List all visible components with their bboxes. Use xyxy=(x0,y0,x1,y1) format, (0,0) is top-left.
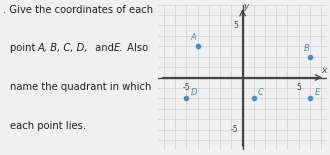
Text: name the quadrant in which: name the quadrant in which xyxy=(10,82,151,92)
Text: E.: E. xyxy=(114,43,123,53)
Text: E: E xyxy=(314,88,320,97)
Text: A: A xyxy=(191,33,197,42)
Text: and: and xyxy=(92,43,117,53)
Text: D: D xyxy=(191,88,197,97)
Text: -5: -5 xyxy=(182,83,190,92)
Text: -5: -5 xyxy=(231,125,239,134)
Text: C: C xyxy=(258,88,264,97)
Text: 5: 5 xyxy=(234,21,239,30)
Text: each point lies.: each point lies. xyxy=(10,121,85,131)
Text: A, B, C, D,: A, B, C, D, xyxy=(37,43,88,53)
Text: B: B xyxy=(304,44,310,53)
Text: Also: Also xyxy=(124,43,148,53)
Text: 5: 5 xyxy=(296,83,301,92)
Text: . Give the coordinates of each: . Give the coordinates of each xyxy=(3,5,153,15)
Text: point: point xyxy=(10,43,38,53)
Text: y: y xyxy=(243,2,248,11)
Text: x: x xyxy=(321,66,327,75)
